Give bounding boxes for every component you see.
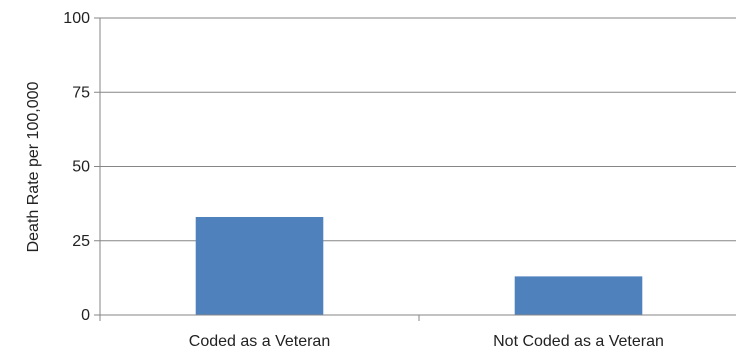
y-tick-labels: 0 25 50 75 100 — [63, 10, 100, 324]
bar — [195, 216, 324, 315]
bars — [195, 216, 643, 315]
category-label: Coded as a Veteran — [189, 333, 330, 350]
y-tick-label: 75 — [72, 84, 90, 101]
y-tick-label: 25 — [72, 233, 90, 250]
y-tick-label: 0 — [81, 307, 90, 324]
x-tick-marks — [99, 315, 420, 321]
y-axis-label: Death Rate per 100,000 — [25, 82, 42, 253]
y-tick-label: 100 — [63, 10, 90, 27]
bar — [514, 276, 643, 315]
category-labels: Coded as a Veteran Not Coded as a Veteran — [189, 333, 664, 350]
category-label: Not Coded as a Veteran — [493, 333, 664, 350]
y-tick-label: 50 — [72, 159, 90, 176]
gridlines — [100, 17, 736, 242]
